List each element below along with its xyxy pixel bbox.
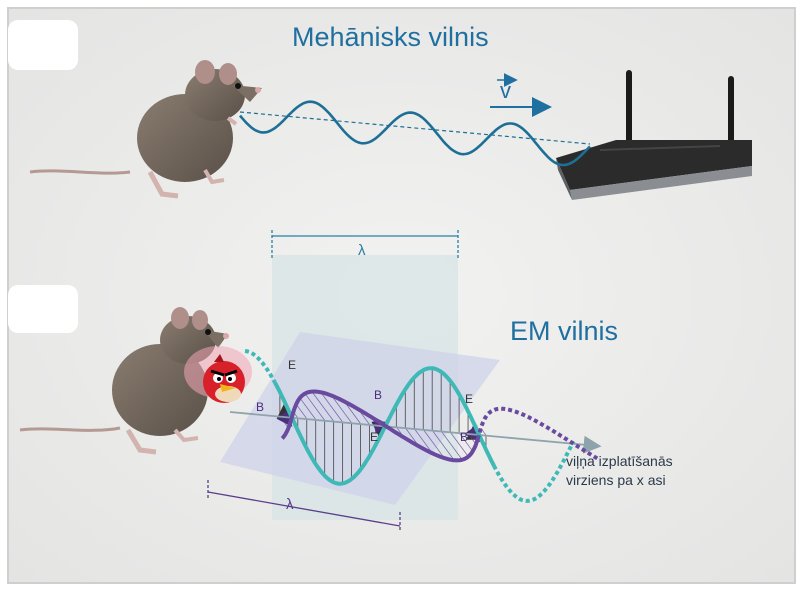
b-vector-label: B xyxy=(460,430,469,444)
e-vector-label: E xyxy=(288,358,297,372)
e-field-wave-end xyxy=(492,440,576,503)
angry-bird-icon xyxy=(203,354,245,403)
b-field-vector-line xyxy=(449,431,469,457)
b-field-vector-line xyxy=(422,429,445,459)
b-vector-label: B xyxy=(256,400,265,414)
wave-axis-dashed xyxy=(239,111,591,145)
corner-notch-top xyxy=(8,20,78,70)
mechanical-wave xyxy=(239,100,591,167)
wavelength-top-label: λ xyxy=(358,242,366,259)
b-field-wave xyxy=(280,389,480,463)
b-field-vector-line xyxy=(413,428,433,454)
b-field-vector-line xyxy=(299,397,317,420)
e-vector-label: E xyxy=(465,392,474,406)
mechanical-wave-title: Mehānisks vilnis xyxy=(292,22,489,52)
b-field-vector-line xyxy=(431,429,455,461)
b-field-wave-end xyxy=(475,406,601,462)
corner-notch-middle xyxy=(8,285,78,333)
propagation-label-line2: virziens pa x asi xyxy=(566,472,666,488)
router-icon xyxy=(556,70,752,200)
b-field-vector-line xyxy=(304,393,325,421)
rat-icon xyxy=(29,60,262,199)
wavelength-bottom-label: λ xyxy=(286,496,294,513)
wavelength-bottom-dimension xyxy=(207,491,401,527)
b-field-plane xyxy=(220,332,500,505)
e-vector-label: E xyxy=(370,430,379,444)
em-wave-title: EM vilnis xyxy=(510,316,619,346)
b-field-vector-line xyxy=(295,404,308,419)
b-field-vector-line xyxy=(320,392,343,423)
velocity-label: v xyxy=(500,78,511,103)
e-field-wave-start xyxy=(244,349,277,384)
propagation-label-line1: viļņa izplatīšanās xyxy=(566,453,673,469)
b-field-vector-line xyxy=(440,430,463,460)
b-field-vector-line xyxy=(331,395,352,424)
e-field-wave xyxy=(273,366,496,486)
propagation-label: viļņa izplatīšanās virziens pa x asi xyxy=(566,452,696,490)
b-field-vector-line xyxy=(311,391,334,422)
b-vector-label: B xyxy=(374,388,383,402)
